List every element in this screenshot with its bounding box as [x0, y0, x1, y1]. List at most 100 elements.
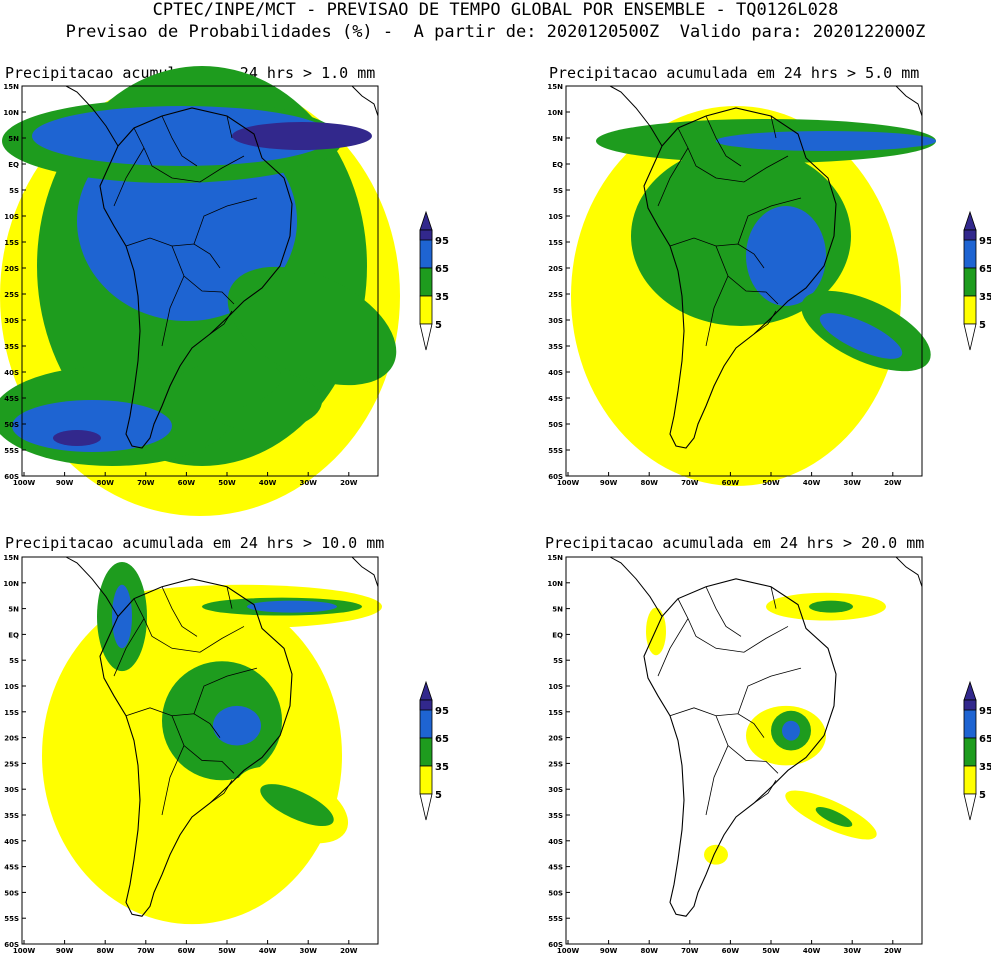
color-legend: 95 65 35 5	[963, 680, 991, 821]
legend-label: 65	[435, 734, 449, 745]
lat-label: 25S	[4, 760, 19, 768]
lon-label: 60W	[178, 947, 196, 955]
probability-map-10mm: 15N 10N 5N EQ 5S 10S 15S 20S 25S 30S 35S 40S 45S 50S 5…	[3, 554, 382, 955]
lat-label: 50S	[4, 889, 19, 897]
country-border	[193, 197, 258, 245]
lat-label: 15S	[548, 239, 563, 247]
lat-label: 10S	[548, 213, 563, 221]
probability-area	[247, 600, 337, 613]
probability-area	[716, 131, 936, 151]
lat-label: 20S	[548, 735, 563, 743]
legend-label: 35	[979, 292, 991, 303]
country-border	[161, 745, 185, 816]
continent-outline	[643, 578, 837, 917]
color-legend: 95 65 35 5	[963, 210, 991, 351]
legend-swatch	[419, 765, 433, 795]
lat-label: 5N	[552, 135, 563, 143]
legend-label: 95	[435, 236, 449, 247]
legend-label: 5	[979, 320, 986, 331]
legend-label: 5	[435, 790, 442, 801]
lat-label: 30S	[548, 786, 563, 794]
lon-label: 20W	[884, 947, 902, 955]
probability-area	[815, 807, 853, 827]
lat-label: 5N	[552, 606, 563, 614]
lat-label: 10S	[4, 683, 19, 691]
lon-label: 70W	[681, 479, 699, 487]
legend-swatch	[963, 765, 977, 795]
legend-swatch	[419, 699, 433, 711]
color-legend: 95 65 35 5	[419, 210, 449, 351]
lon-label: 50W	[762, 479, 780, 487]
country-border	[657, 147, 689, 207]
lat-label: 15S	[4, 239, 19, 247]
lat-label: 60S	[548, 941, 563, 949]
lon-label: 80W	[96, 479, 114, 487]
lat-label: EQ	[552, 161, 563, 169]
coastline	[351, 556, 379, 587]
lat-label: 30S	[4, 786, 19, 794]
lat-label: 45S	[4, 864, 19, 872]
country-border	[209, 310, 233, 335]
legend-triangle-bottom	[963, 323, 977, 351]
lon-label: 100W	[13, 947, 36, 955]
lat-label: 20S	[4, 265, 19, 273]
lon-label: 50W	[218, 479, 236, 487]
probability-area	[112, 584, 132, 649]
coastline	[351, 85, 379, 117]
lon-label: 30W	[843, 479, 861, 487]
lat-label: 60S	[548, 473, 563, 481]
coastline	[65, 85, 119, 147]
country-border	[113, 147, 145, 207]
probability-area	[819, 313, 903, 359]
legend-label: 95	[979, 236, 991, 247]
legend-triangle-top	[963, 680, 977, 701]
lat-label: 55S	[4, 915, 19, 923]
lon-label: 60W	[722, 947, 740, 955]
country-border	[226, 586, 233, 609]
lat-label: 10N	[3, 109, 19, 117]
coastline	[65, 556, 119, 617]
lon-label: 30W	[843, 947, 861, 955]
lat-label: 50S	[548, 421, 563, 429]
legend-swatch	[963, 699, 977, 711]
map-frame	[21, 85, 379, 477]
lat-label: 55S	[548, 447, 563, 455]
country-border	[705, 745, 729, 816]
country-border	[737, 197, 802, 245]
lat-label: 35S	[4, 812, 19, 820]
legend-label: 95	[435, 706, 449, 717]
lon-label: 100W	[13, 479, 36, 487]
lat-label: 40S	[548, 369, 563, 377]
lon-label: 80W	[640, 947, 658, 955]
country-border	[125, 237, 221, 269]
probability-area	[162, 359, 282, 413]
continent-outline	[99, 107, 293, 449]
lat-label: EQ	[8, 161, 19, 169]
lat-label: 40S	[548, 838, 563, 846]
legend-label: 35	[435, 762, 449, 773]
lat-label: 55S	[4, 447, 19, 455]
lat-label: 20S	[548, 265, 563, 273]
legend-swatch	[963, 737, 977, 767]
probability-map-1mm: 15N 10N 5N EQ 5S 10S 15S 20S 25S 30S 35S 40S 45S 50S 5…	[0, 66, 400, 516]
lat-label: 45S	[4, 395, 19, 403]
lon-label: 50W	[218, 947, 236, 955]
lat-label: 30S	[4, 317, 19, 325]
lon-label: 90W	[600, 947, 618, 955]
lat-label: 50S	[548, 889, 563, 897]
country-border	[677, 598, 789, 653]
legend-label: 35	[435, 292, 449, 303]
lat-label: 50S	[4, 421, 19, 429]
coastline	[609, 85, 663, 147]
legend-label: 35	[979, 762, 991, 773]
country-border	[657, 618, 689, 677]
lon-label: 40W	[803, 947, 821, 955]
color-legend: 95 65 35 5	[419, 680, 449, 821]
probability-area	[636, 376, 756, 456]
lat-label: 15N	[547, 83, 563, 91]
country-border	[171, 715, 235, 774]
legend-label: 95	[979, 706, 991, 717]
panel-2-title: Precipitacao acumulada em 24 hrs > 5.0 m…	[549, 64, 920, 82]
country-border	[209, 780, 233, 804]
country-border	[133, 598, 245, 653]
